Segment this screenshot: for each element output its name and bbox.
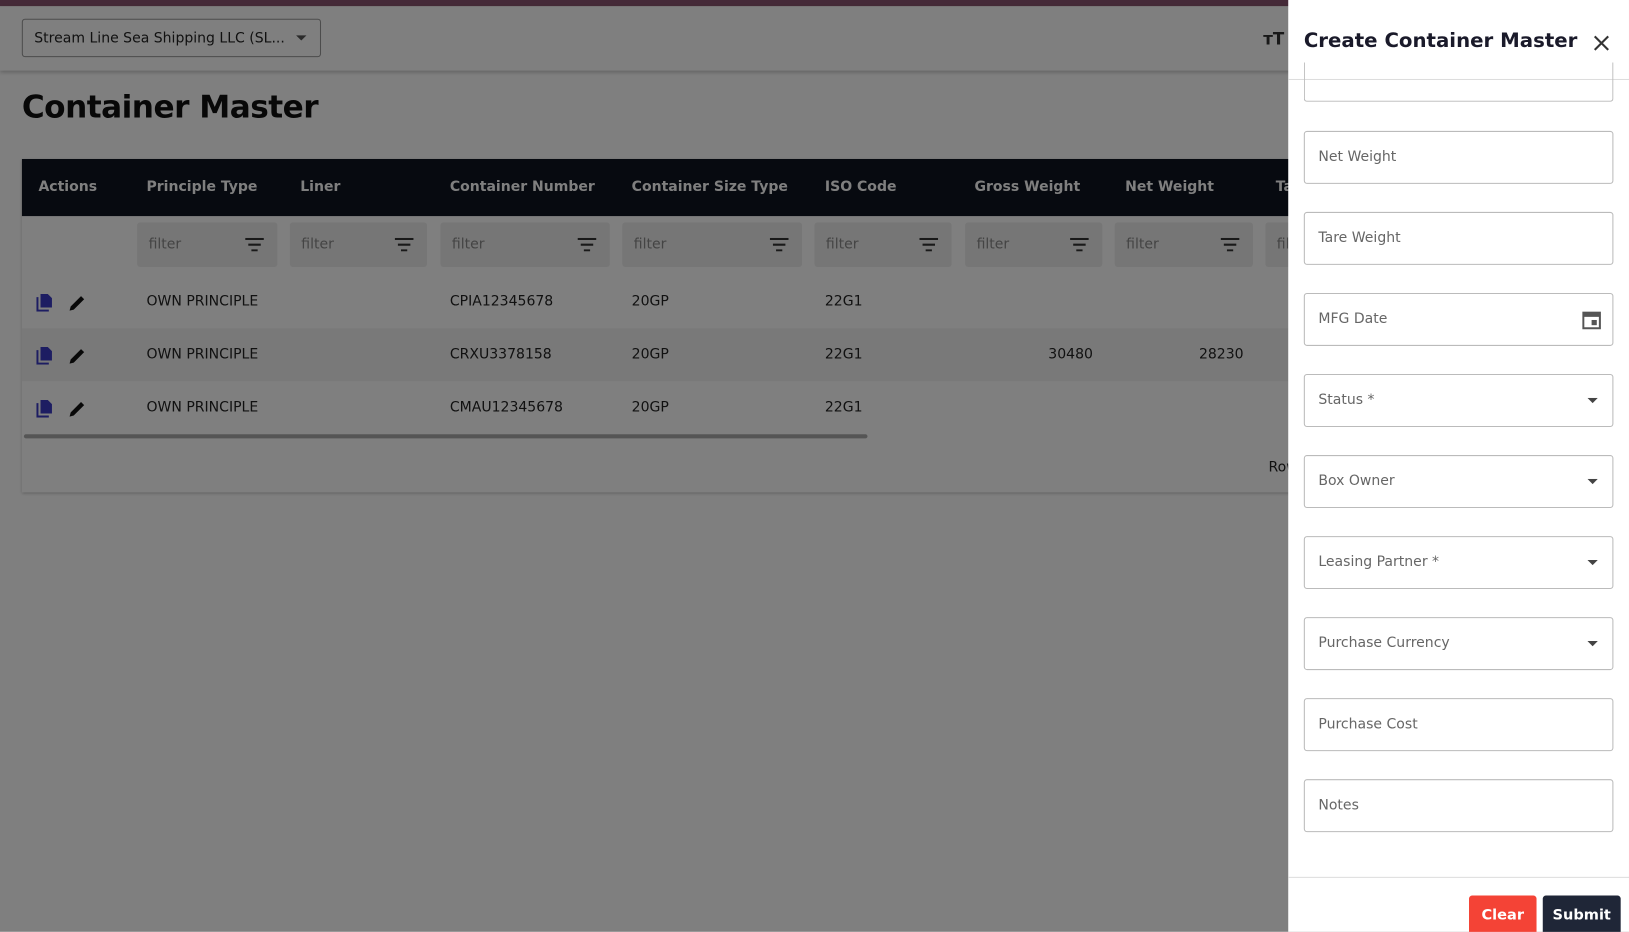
partial-field[interactable] (1303, 62, 1614, 102)
field-label: Purchase Currency (1318, 634, 1450, 652)
form-field[interactable]: Tare Weight (1303, 211, 1614, 265)
submit-button[interactable]: Submit (1542, 895, 1621, 932)
calendar-icon[interactable] (1582, 310, 1601, 330)
field-label: Notes (1318, 796, 1359, 814)
clear-button[interactable]: Clear (1469, 895, 1537, 932)
close-button[interactable] (1593, 35, 1610, 51)
form-field[interactable]: Status * (1303, 374, 1614, 427)
form-field[interactable]: Notes (1303, 779, 1614, 833)
form-field[interactable]: Purchase Cost (1303, 698, 1614, 752)
field-label: Net Weight (1318, 148, 1397, 166)
divider (1288, 78, 1629, 80)
field-label: MFG Date (1318, 310, 1388, 328)
divider (1288, 876, 1629, 878)
field-label: Leasing Partner * (1318, 553, 1440, 571)
form-field[interactable]: Purchase Currency (1303, 617, 1614, 671)
form-field[interactable]: Box Owner (1303, 455, 1614, 509)
form-field[interactable]: MFG Date (1303, 292, 1614, 346)
field-label: Purchase Cost (1318, 715, 1418, 733)
dropdown-icon (1587, 478, 1598, 485)
dropdown-icon (1587, 397, 1598, 404)
drawer-title: Create Container Master (1303, 29, 1578, 52)
field-label: Box Owner (1318, 472, 1395, 490)
dropdown-icon (1587, 641, 1598, 647)
field-label: Tare Weight (1318, 229, 1401, 247)
drawer: Create Container Master Clear Submit Net… (1288, 0, 1629, 932)
dropdown-icon (1587, 559, 1598, 566)
field-label: Status * (1318, 391, 1375, 409)
form-field[interactable]: Net Weight (1303, 130, 1614, 184)
form-field[interactable]: Leasing Partner * (1303, 536, 1614, 590)
